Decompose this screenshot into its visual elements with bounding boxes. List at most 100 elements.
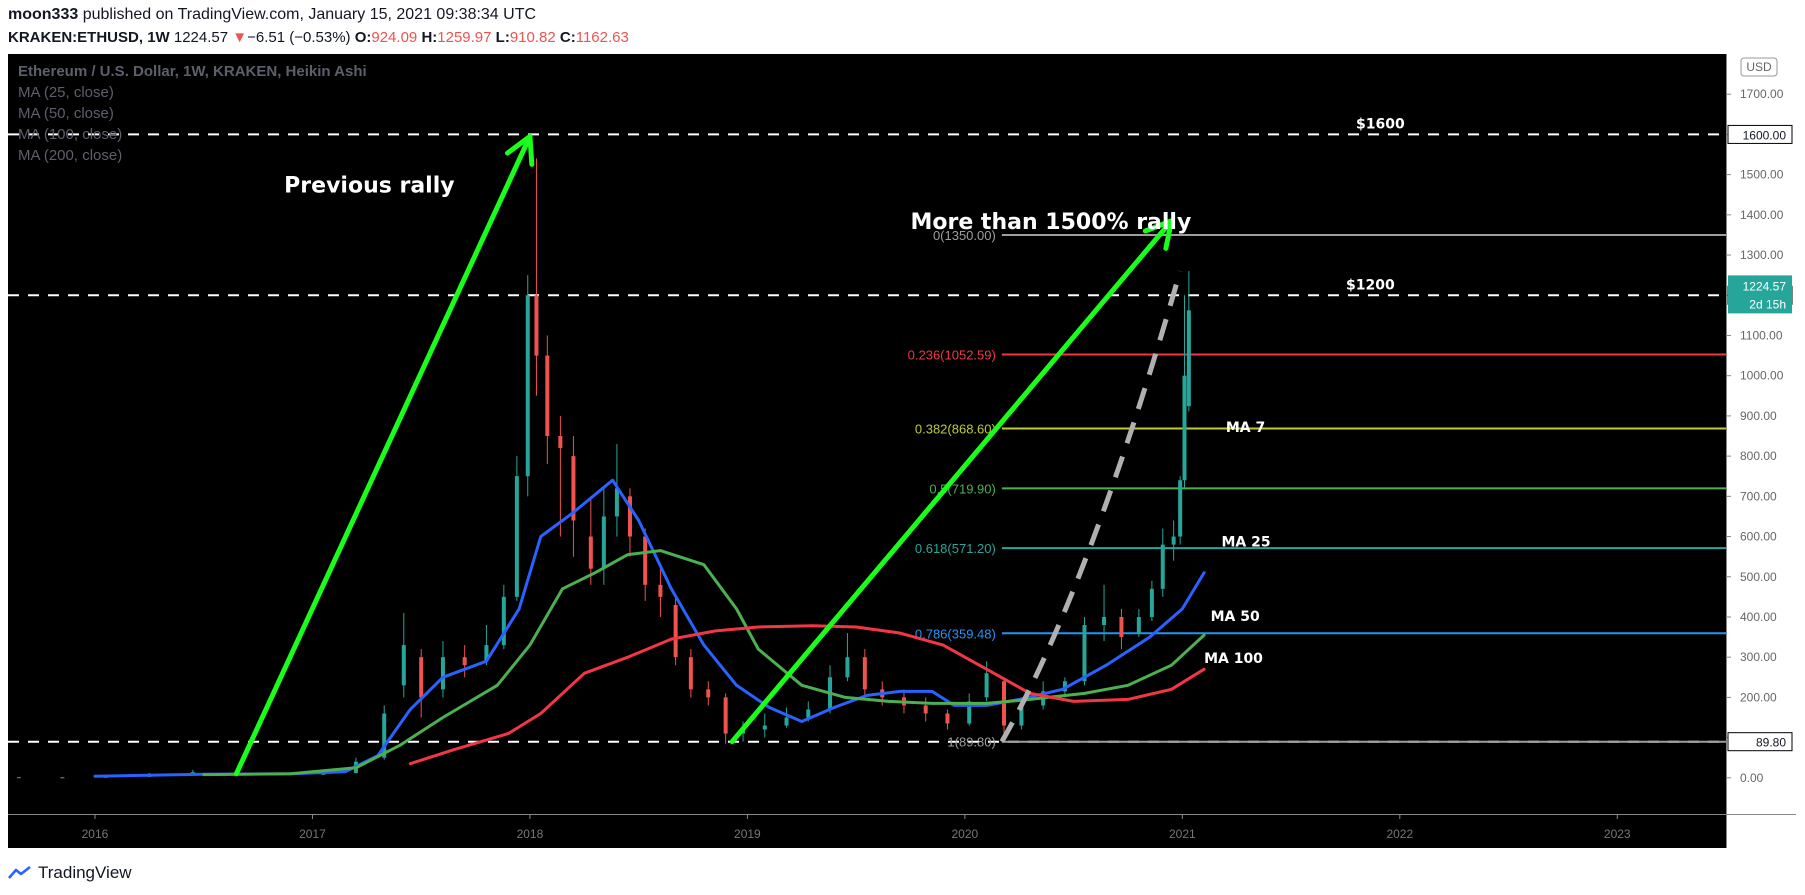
candle-body	[627, 496, 632, 537]
candle-body	[1171, 536, 1176, 545]
candle-body	[845, 657, 850, 678]
fib-level-label: 0.236(1052.59)	[908, 348, 996, 363]
candle-body	[806, 709, 811, 718]
close-label: C:	[559, 29, 576, 46]
x-tick-label: 2020	[952, 827, 979, 841]
candle-body	[945, 713, 950, 724]
candle-body	[440, 657, 445, 690]
candle-body	[1149, 588, 1154, 617]
rally-arrow-head	[1142, 218, 1174, 251]
publish-line: moon333 published on TradingView.com, Ja…	[8, 6, 536, 24]
annotation-label: MA 7	[1226, 420, 1265, 436]
low-value: 910.82	[509, 29, 556, 46]
candle-body	[706, 689, 711, 698]
candle-body	[658, 584, 663, 597]
price-axis-background	[1726, 54, 1796, 848]
y-tick-label: 1700.00	[1740, 87, 1784, 101]
y-tick-label: 1400.00	[1740, 208, 1784, 222]
price-tag-box	[1728, 275, 1792, 314]
x-tick-label: 2016	[82, 827, 109, 841]
rally-arrow-previous-rally	[233, 133, 533, 777]
legend-item: MA (100, close)	[18, 126, 122, 143]
y-tick-label: 1300.00	[1740, 248, 1784, 262]
footer-brand[interactable]: TradingView	[38, 863, 132, 882]
fib-level-label: 0.382(868.60)	[915, 422, 996, 437]
x-tick-label: 2019	[734, 827, 761, 841]
candle-body	[614, 488, 619, 517]
interval-label: 1W	[147, 29, 170, 46]
candle-body	[501, 596, 506, 646]
legend-item: MA (50, close)	[18, 105, 114, 122]
currency-box	[1740, 57, 1778, 77]
candle-body	[688, 657, 693, 690]
candle-body	[723, 697, 728, 734]
level-tag-label: 89.80	[1756, 736, 1786, 750]
annotation-label: Previous rally	[284, 174, 454, 199]
x-tick-label: 2023	[1604, 827, 1631, 841]
y-tick-label: 0.00	[1740, 771, 1764, 785]
fib-level-label: 0(1350.00)	[933, 228, 996, 243]
currency-label: USD	[1746, 60, 1772, 74]
ma-line-ma-50	[202, 549, 1206, 777]
y-tick-label: 200.00	[1740, 690, 1777, 704]
candle-body	[16, 777, 21, 779]
y-tick-label: 300.00	[1740, 650, 1777, 664]
level-tag-box	[1727, 732, 1793, 752]
candle-body	[321, 773, 326, 775]
high-label: H:	[421, 29, 438, 46]
candle-body	[1019, 705, 1024, 726]
candle-body	[1102, 616, 1107, 626]
annotation-label: More than 1500% rally	[910, 210, 1191, 235]
y-tick-label: 800.00	[1740, 449, 1777, 463]
candle-body	[862, 657, 867, 690]
published-text: published on TradingView.com, January 15…	[82, 6, 537, 23]
y-tick-label: 400.00	[1740, 610, 1777, 624]
price-chart[interactable]: 0.00100.00200.00300.00400.00500.00600.00…	[8, 54, 1796, 848]
y-tick-label: 1000.00	[1740, 369, 1784, 383]
candle-body	[923, 705, 928, 714]
high-value: 1259.97	[437, 29, 492, 46]
candle-body	[401, 645, 406, 686]
rally-arrow-head	[504, 133, 535, 167]
last-price: 1224.57	[173, 29, 229, 46]
footer: TradingView	[8, 860, 132, 886]
legend-item: Ethereum / U.S. Dollar, 1W, KRAKEN, Heik…	[18, 63, 367, 80]
fib-level-label: 1(89.80)	[947, 735, 995, 750]
candle-body	[1136, 616, 1141, 634]
fib-level-label: 0.618(571.20)	[915, 541, 996, 556]
rally-arrow-more-than-1500-rally	[729, 218, 1174, 745]
candle-body	[558, 436, 563, 449]
candle-body	[1082, 625, 1087, 682]
x-tick-label: 2018	[517, 827, 544, 841]
candle-body	[1178, 480, 1183, 537]
candle-body	[525, 295, 530, 477]
candle-body	[1182, 375, 1187, 481]
author-name[interactable]: moon333	[8, 6, 79, 23]
candle-body	[484, 645, 489, 662]
y-tick-label: 1500.00	[1740, 168, 1784, 182]
candle-body	[984, 673, 989, 698]
candle-body	[673, 604, 678, 658]
candle-body	[1186, 310, 1191, 407]
x-tick-label: 2021	[1169, 827, 1196, 841]
y-tick-label: 700.00	[1740, 489, 1777, 503]
close-value: 1162.63	[575, 29, 629, 46]
y-tick-label: 1100.00	[1740, 328, 1783, 342]
candle-body	[967, 701, 972, 724]
price-tag-value: 1224.57	[1743, 279, 1787, 293]
candle-body	[534, 295, 539, 356]
candle-body	[382, 713, 387, 758]
candle-body	[545, 355, 550, 437]
candle-body	[588, 536, 593, 569]
x-tick-label: 2017	[299, 827, 326, 841]
chart-panel[interactable]: 0.00100.00200.00300.00400.00500.00600.00…	[8, 54, 1796, 848]
change-down-icon: ▼	[232, 29, 248, 46]
candle-body	[60, 777, 65, 779]
fib-level-label: 0.786(359.48)	[915, 626, 996, 641]
plot-background	[8, 54, 1726, 848]
candle-body	[1119, 616, 1124, 638]
level-tag-box	[1727, 124, 1793, 144]
candle-body	[1062, 681, 1067, 692]
candle-body	[419, 657, 424, 698]
ma-line-ma-100	[408, 624, 1206, 766]
